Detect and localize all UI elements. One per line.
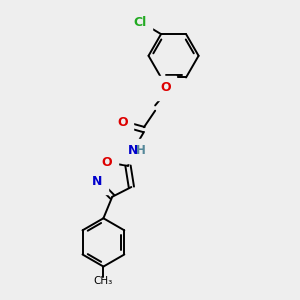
Text: N: N bbox=[92, 175, 102, 188]
Text: O: O bbox=[101, 156, 112, 169]
Text: CH₃: CH₃ bbox=[94, 276, 113, 286]
Text: Cl: Cl bbox=[133, 16, 146, 29]
Text: O: O bbox=[117, 116, 128, 129]
Text: N: N bbox=[128, 144, 138, 157]
Text: H: H bbox=[136, 144, 146, 157]
Text: O: O bbox=[160, 81, 171, 94]
